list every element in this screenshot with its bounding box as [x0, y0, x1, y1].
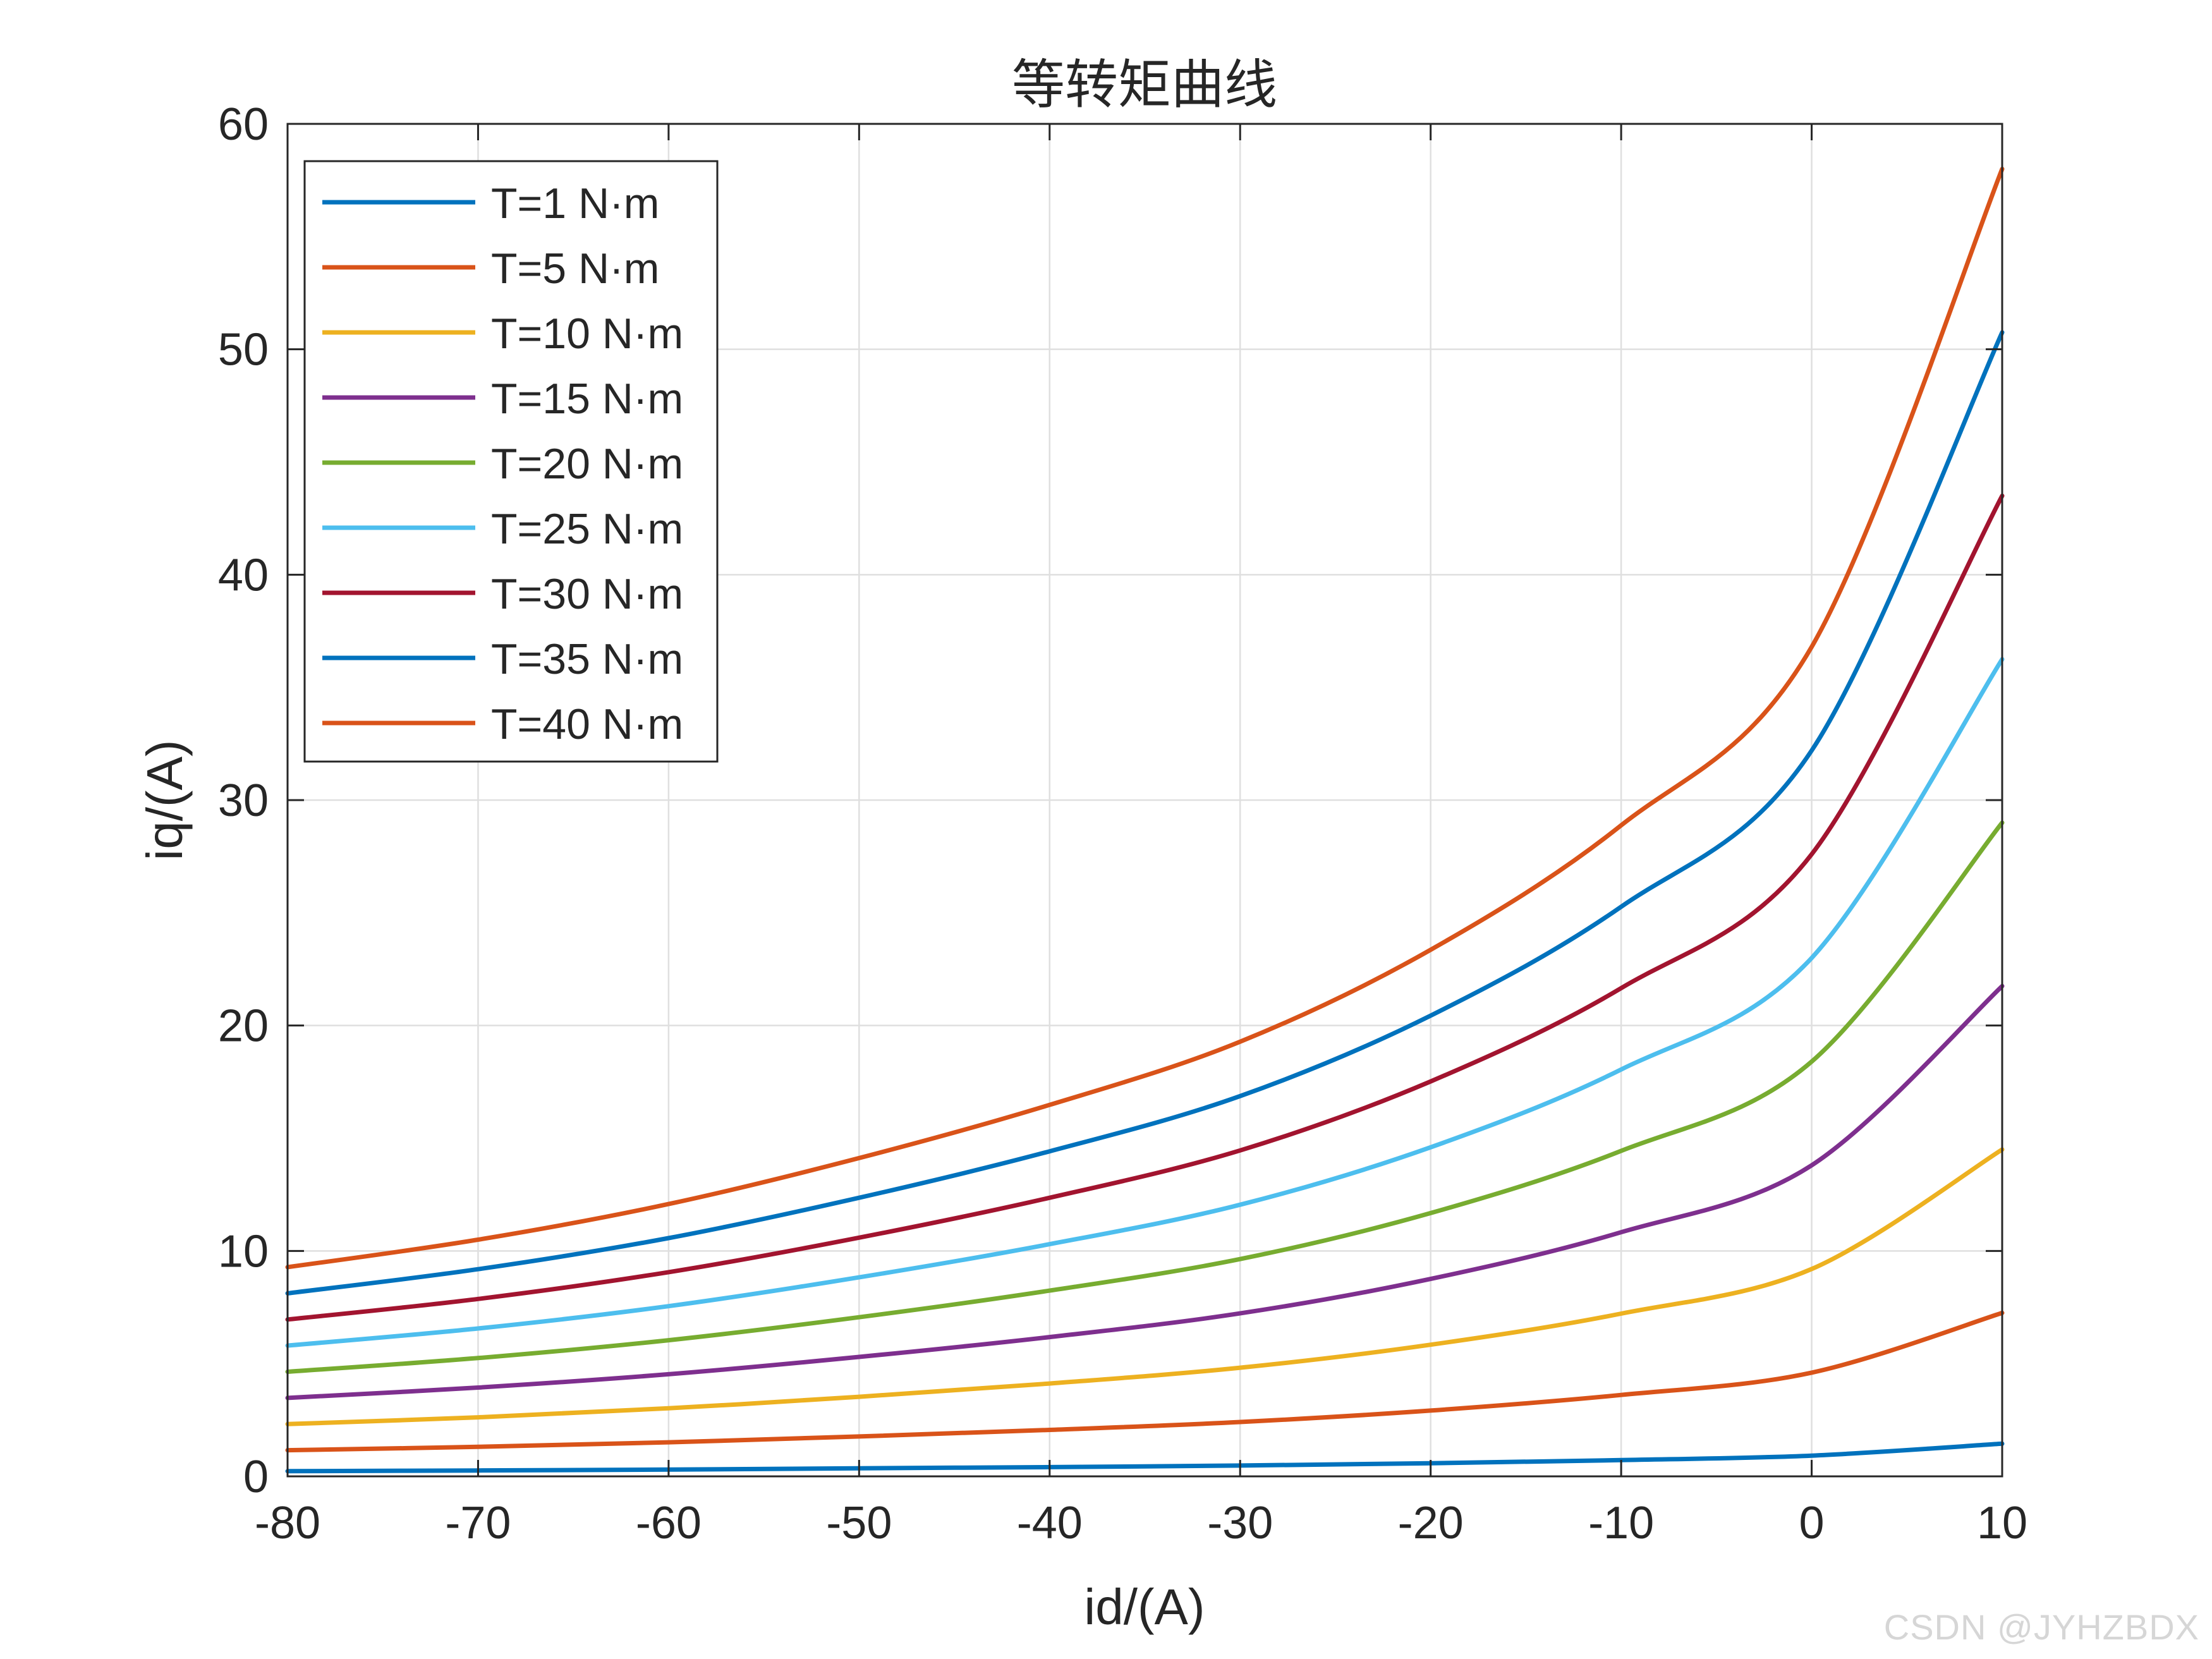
series-line-6 — [285, 657, 2005, 1348]
y-tick-label: 10 — [218, 1226, 269, 1277]
series-line-7 — [285, 494, 2005, 1322]
legend-label: T=20 N·m — [491, 440, 683, 488]
y-tick-label: 20 — [218, 1001, 269, 1052]
y-axis-label: iq/(A) — [137, 739, 193, 860]
chart-title: 等转矩曲线 — [1012, 54, 1277, 116]
y-tick-label: 50 — [218, 325, 269, 375]
watermark: CSDN @JYHZBDX — [1883, 1607, 2199, 1647]
legend-label: T=25 N·m — [491, 505, 683, 553]
y-tick-label: 30 — [218, 775, 269, 826]
series-line-1 — [285, 1441, 2005, 1474]
x-axis-label: id/(A) — [1084, 1579, 1205, 1635]
y-tick-label: 60 — [218, 99, 269, 150]
x-tick-label: -40 — [1017, 1498, 1083, 1548]
x-tick-label: 10 — [1977, 1498, 2027, 1548]
x-tick-label: -80 — [255, 1498, 320, 1548]
x-tick-label: -10 — [1588, 1498, 1654, 1548]
series-line-9 — [285, 166, 2005, 1270]
legend-label: T=35 N·m — [491, 635, 683, 683]
series-line-2 — [285, 1310, 2005, 1453]
x-tick-label: -30 — [1207, 1498, 1273, 1548]
x-tick-label: -60 — [636, 1498, 702, 1548]
x-tick-label: 0 — [1799, 1498, 1825, 1548]
legend-label: T=40 N·m — [491, 700, 683, 748]
axes: -80 -70 -60 -50 -40 -30 -20 -10 0 10 0 10 20 30 40 50 60 — [218, 99, 2027, 1548]
legend: T=1 N·m T=5 N·m T=10 N·m T=15 N·m T=20 N·m T=… — [303, 160, 719, 763]
legend-label: T=5 N·m — [491, 245, 659, 293]
series-line-3 — [285, 1147, 2005, 1426]
series-line-4 — [285, 983, 2005, 1401]
legend-label: T=10 N·m — [491, 310, 683, 358]
legend-label: T=30 N·m — [491, 570, 683, 618]
legend-label: T=15 N·m — [491, 375, 683, 423]
series-line-8 — [285, 330, 2005, 1296]
x-tick-label: -20 — [1398, 1498, 1464, 1548]
x-tick-label: -70 — [445, 1498, 511, 1548]
y-tick-label: 40 — [218, 550, 269, 600]
x-tick-label: -50 — [826, 1498, 892, 1548]
y-tick-label: 0 — [243, 1452, 269, 1502]
series-line-5 — [285, 820, 2005, 1374]
legend-label: T=1 N·m — [491, 179, 659, 228]
series-lines — [285, 166, 2005, 1474]
